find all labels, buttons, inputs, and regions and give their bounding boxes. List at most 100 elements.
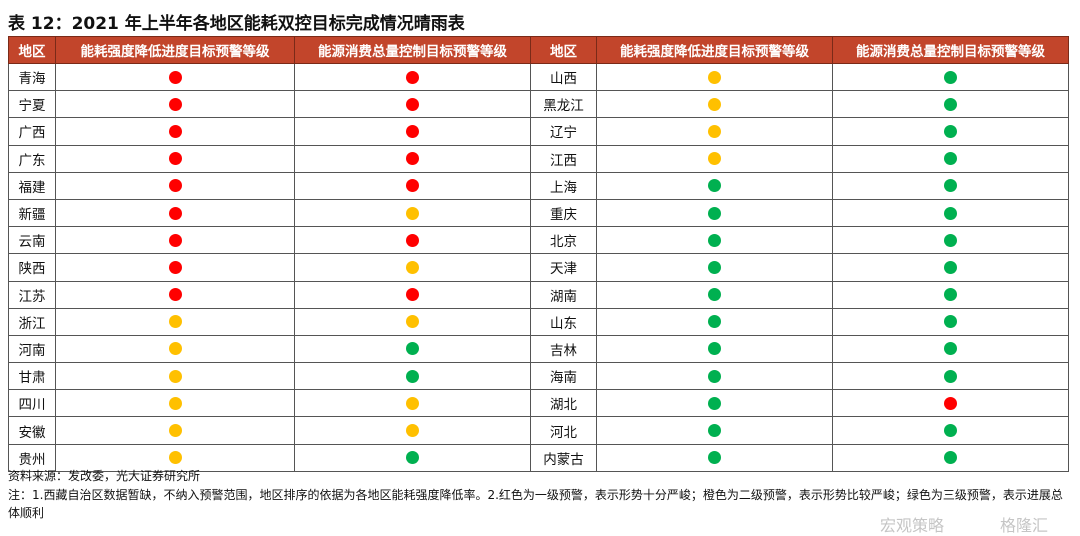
footnote: 注：1.西藏自治区数据暂缺，不纳入预警范围，地区排序的依据为各地区能耗强度降低率… bbox=[8, 488, 1063, 520]
header-intensity: 能耗强度降低进度目标预警等级 bbox=[596, 36, 833, 64]
region-cell: 湖北 bbox=[530, 389, 597, 418]
level-cell bbox=[55, 280, 295, 309]
region-cell: 河北 bbox=[530, 416, 597, 445]
header-row: 地区 能耗强度降低进度目标预警等级 能源消费总量控制目标预警等级 地区 能耗强度… bbox=[8, 36, 1069, 64]
red-dot-icon bbox=[406, 288, 419, 302]
green-dot-icon bbox=[944, 206, 957, 220]
level-cell bbox=[596, 90, 833, 119]
level-cell bbox=[832, 362, 1069, 391]
green-dot-icon bbox=[708, 233, 721, 247]
green-dot-icon bbox=[708, 369, 721, 383]
level-cell bbox=[55, 171, 295, 200]
level-cell bbox=[294, 443, 531, 472]
level-cell bbox=[832, 226, 1069, 255]
level-cell bbox=[832, 389, 1069, 418]
table-row: 浙江 山东 bbox=[8, 307, 1069, 336]
level-cell bbox=[596, 144, 833, 173]
red-dot-icon bbox=[168, 288, 182, 302]
region-cell: 黑龙江 bbox=[530, 90, 597, 119]
green-dot-icon bbox=[944, 152, 957, 166]
table-row: 宁夏 黑龙江 bbox=[8, 90, 1069, 119]
red-dot-icon bbox=[168, 233, 182, 247]
level-cell bbox=[55, 62, 295, 92]
table-row: 甘肃 海南 bbox=[8, 362, 1069, 391]
level-cell bbox=[596, 280, 833, 309]
level-cell bbox=[596, 62, 833, 92]
orange-dot-icon bbox=[168, 424, 182, 438]
level-cell bbox=[294, 280, 531, 309]
level-cell bbox=[294, 253, 531, 282]
level-cell bbox=[55, 117, 295, 146]
warning-table: 地区 能耗强度降低进度目标预警等级 能源消费总量控制目标预警等级 地区 能耗强度… bbox=[8, 36, 1069, 472]
table-row: 青海 山西 bbox=[8, 62, 1069, 92]
level-cell bbox=[294, 226, 531, 255]
level-cell bbox=[55, 90, 295, 119]
region-cell: 云南 bbox=[8, 226, 56, 255]
header-region: 地区 bbox=[8, 36, 56, 64]
orange-dot-icon bbox=[406, 396, 419, 410]
green-dot-icon bbox=[406, 451, 419, 465]
region-cell: 江西 bbox=[530, 144, 597, 173]
green-dot-icon bbox=[944, 124, 957, 138]
level-cell bbox=[832, 117, 1069, 146]
red-dot-icon bbox=[406, 179, 419, 193]
level-cell bbox=[596, 362, 833, 391]
red-dot-icon bbox=[168, 124, 182, 138]
table-row: 四川 湖北 bbox=[8, 389, 1069, 418]
orange-dot-icon bbox=[708, 70, 721, 84]
green-dot-icon bbox=[944, 369, 957, 383]
green-dot-icon bbox=[944, 451, 957, 465]
level-cell bbox=[596, 226, 833, 255]
region-cell: 宁夏 bbox=[8, 90, 56, 119]
orange-dot-icon bbox=[168, 342, 182, 356]
red-dot-icon bbox=[168, 97, 182, 111]
region-cell: 湖南 bbox=[530, 280, 597, 309]
region-cell: 山东 bbox=[530, 307, 597, 336]
level-cell bbox=[294, 144, 531, 173]
region-cell: 江苏 bbox=[8, 280, 56, 309]
green-dot-icon bbox=[708, 424, 721, 438]
green-dot-icon bbox=[944, 315, 957, 329]
region-cell: 上海 bbox=[530, 171, 597, 200]
table-row: 河南 吉林 bbox=[8, 334, 1069, 364]
level-cell bbox=[294, 117, 531, 146]
header-total: 能源消费总量控制目标预警等级 bbox=[832, 36, 1069, 64]
level-cell bbox=[832, 144, 1069, 173]
level-cell bbox=[832, 253, 1069, 282]
orange-dot-icon bbox=[168, 369, 182, 383]
green-dot-icon bbox=[708, 179, 721, 193]
level-cell bbox=[294, 198, 531, 228]
region-cell: 内蒙古 bbox=[530, 443, 597, 472]
green-dot-icon bbox=[944, 179, 957, 193]
orange-dot-icon bbox=[708, 124, 721, 138]
table-row: 江苏 湖南 bbox=[8, 280, 1069, 309]
header-intensity: 能耗强度降低进度目标预警等级 bbox=[55, 36, 295, 64]
region-cell: 天津 bbox=[530, 253, 597, 282]
level-cell bbox=[55, 144, 295, 173]
level-cell bbox=[55, 307, 295, 336]
red-dot-icon bbox=[406, 70, 419, 84]
region-cell: 安徽 bbox=[8, 416, 56, 445]
region-cell: 新疆 bbox=[8, 198, 56, 228]
region-cell: 海南 bbox=[530, 362, 597, 391]
red-dot-icon bbox=[168, 206, 182, 220]
orange-dot-icon bbox=[406, 260, 419, 274]
region-cell: 四川 bbox=[8, 389, 56, 418]
region-cell: 吉林 bbox=[530, 334, 597, 364]
region-cell: 贵州 bbox=[8, 443, 56, 472]
header-total: 能源消费总量控制目标预警等级 bbox=[294, 36, 531, 64]
table-row: 安徽 河北 bbox=[8, 416, 1069, 445]
orange-dot-icon bbox=[406, 206, 419, 220]
level-cell bbox=[55, 226, 295, 255]
level-cell bbox=[596, 198, 833, 228]
level-cell bbox=[832, 90, 1069, 119]
header-region: 地区 bbox=[530, 36, 597, 64]
green-dot-icon bbox=[944, 97, 957, 111]
table-row: 广西 辽宁 bbox=[8, 117, 1069, 146]
level-cell bbox=[294, 416, 531, 445]
region-cell: 甘肃 bbox=[8, 362, 56, 391]
level-cell bbox=[596, 253, 833, 282]
region-cell: 浙江 bbox=[8, 307, 56, 336]
level-cell bbox=[832, 307, 1069, 336]
level-cell bbox=[55, 253, 295, 282]
